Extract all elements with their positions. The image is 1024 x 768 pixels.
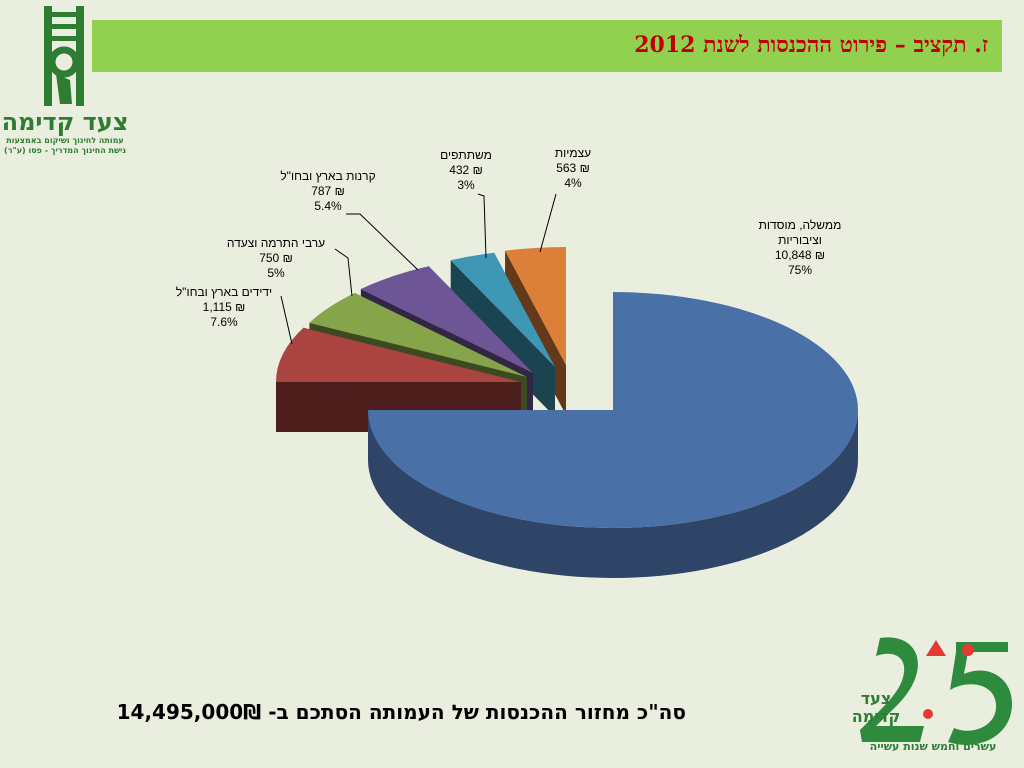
anniversary-25-logo-icon xyxy=(860,637,1012,745)
leader-self-income xyxy=(539,193,557,253)
logo-subtitle-2: גישת החינוך המדריך - פסו (ע"ר) xyxy=(4,146,126,155)
label-government: ממשלה, מוסדות וציבוריות ₪ 10,848 75% xyxy=(758,218,842,277)
label-fundraising: ערבי התרמה וצעדה ₪ 750 5% xyxy=(226,236,326,280)
label-participants: משתתפים ₪ 432 3% xyxy=(440,148,492,192)
bottom-logo-name: צעד קדימה xyxy=(851,689,901,726)
title-bar: ז. תקציב – פירוט ההכנסות לשנת 2012 xyxy=(92,20,1002,72)
logo-subtitle-1: עמותה לחינוך ושיקום באמצעות xyxy=(6,136,124,145)
label-foundations: קרנות בארץ ובחו"ל ₪ 787 5.4% xyxy=(280,169,376,213)
label-friends: ידידים בארץ ובחו"ל ₪ 1,115 7.6% xyxy=(175,285,273,329)
ladder-logo-icon xyxy=(44,6,84,106)
leader-foundations xyxy=(346,213,419,271)
page-title: ז. תקציב – פירוט ההכנסות לשנת 2012 xyxy=(634,32,988,58)
logo-name: צעד קדימה xyxy=(1,108,129,136)
total-revenue-text: סה"כ מחזור ההכנסות של העמותה הסתכם ב- 14… xyxy=(116,700,686,724)
logo-text: צעד קדימה עמותה לחינוך ושיקום באמצעות גי… xyxy=(0,108,130,156)
slice-government xyxy=(368,292,858,578)
leader-participants xyxy=(477,193,487,259)
bottom-logo-tagline: עשרים וחמש שנות עשייה xyxy=(869,740,997,753)
leader-fundraising xyxy=(334,248,353,297)
label-self-income: עצמיות ₪ 563 4% xyxy=(554,146,592,190)
leader-friends xyxy=(280,295,293,345)
